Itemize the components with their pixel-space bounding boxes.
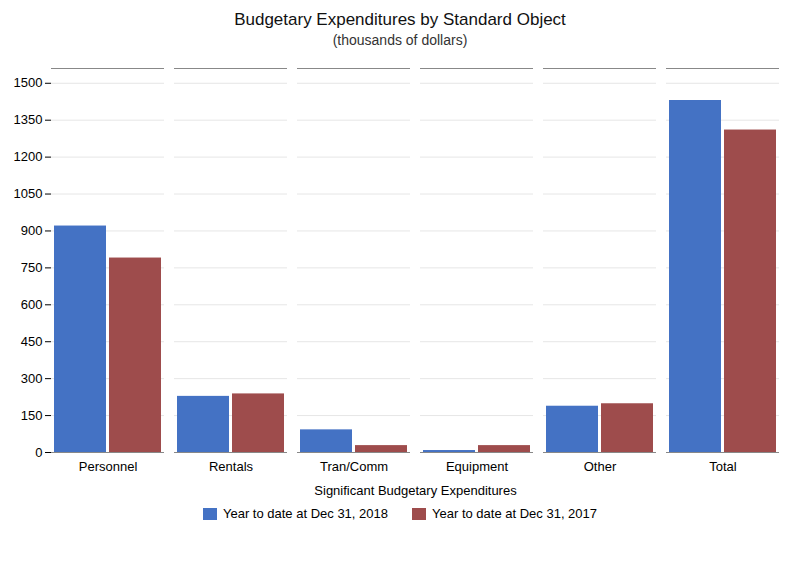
svg-text:Significant Budgetary Expendit: Significant Budgetary Expenditures xyxy=(314,483,517,498)
svg-text:900: 900 xyxy=(21,223,43,238)
svg-text:750: 750 xyxy=(21,260,43,275)
svg-text:Tran/Comm: Tran/Comm xyxy=(320,459,388,474)
html-text:Year to date at Dec 31, 2018: Year to date at Dec 31, 2018 xyxy=(223,506,388,521)
svg-text:1350: 1350 xyxy=(14,112,43,127)
svg-text:Personnel: Personnel xyxy=(79,459,138,474)
svg-text:600: 600 xyxy=(21,297,43,312)
svg-text:150: 150 xyxy=(21,408,43,423)
svg-text:1500: 1500 xyxy=(14,75,43,90)
svg-text:450: 450 xyxy=(21,334,43,349)
svg-text:300: 300 xyxy=(21,371,43,386)
svg-text:Total: Total xyxy=(709,459,737,474)
html-text:Year to date at Dec 31, 2017: Year to date at Dec 31, 2017 xyxy=(432,506,597,521)
svg-text:1050: 1050 xyxy=(14,186,43,201)
svg-text:Other: Other xyxy=(584,459,617,474)
svg-text:1200: 1200 xyxy=(14,149,43,164)
svg-text:0: 0 xyxy=(35,445,42,460)
html-text:Budgetary Expenditures by Stan: Budgetary Expenditures by Standard Objec… xyxy=(234,10,566,29)
svg-text:Rentals: Rentals xyxy=(209,459,254,474)
svg-text:Equipment: Equipment xyxy=(446,459,509,474)
html-text:(thousands of dollars): (thousands of dollars) xyxy=(332,32,468,48)
